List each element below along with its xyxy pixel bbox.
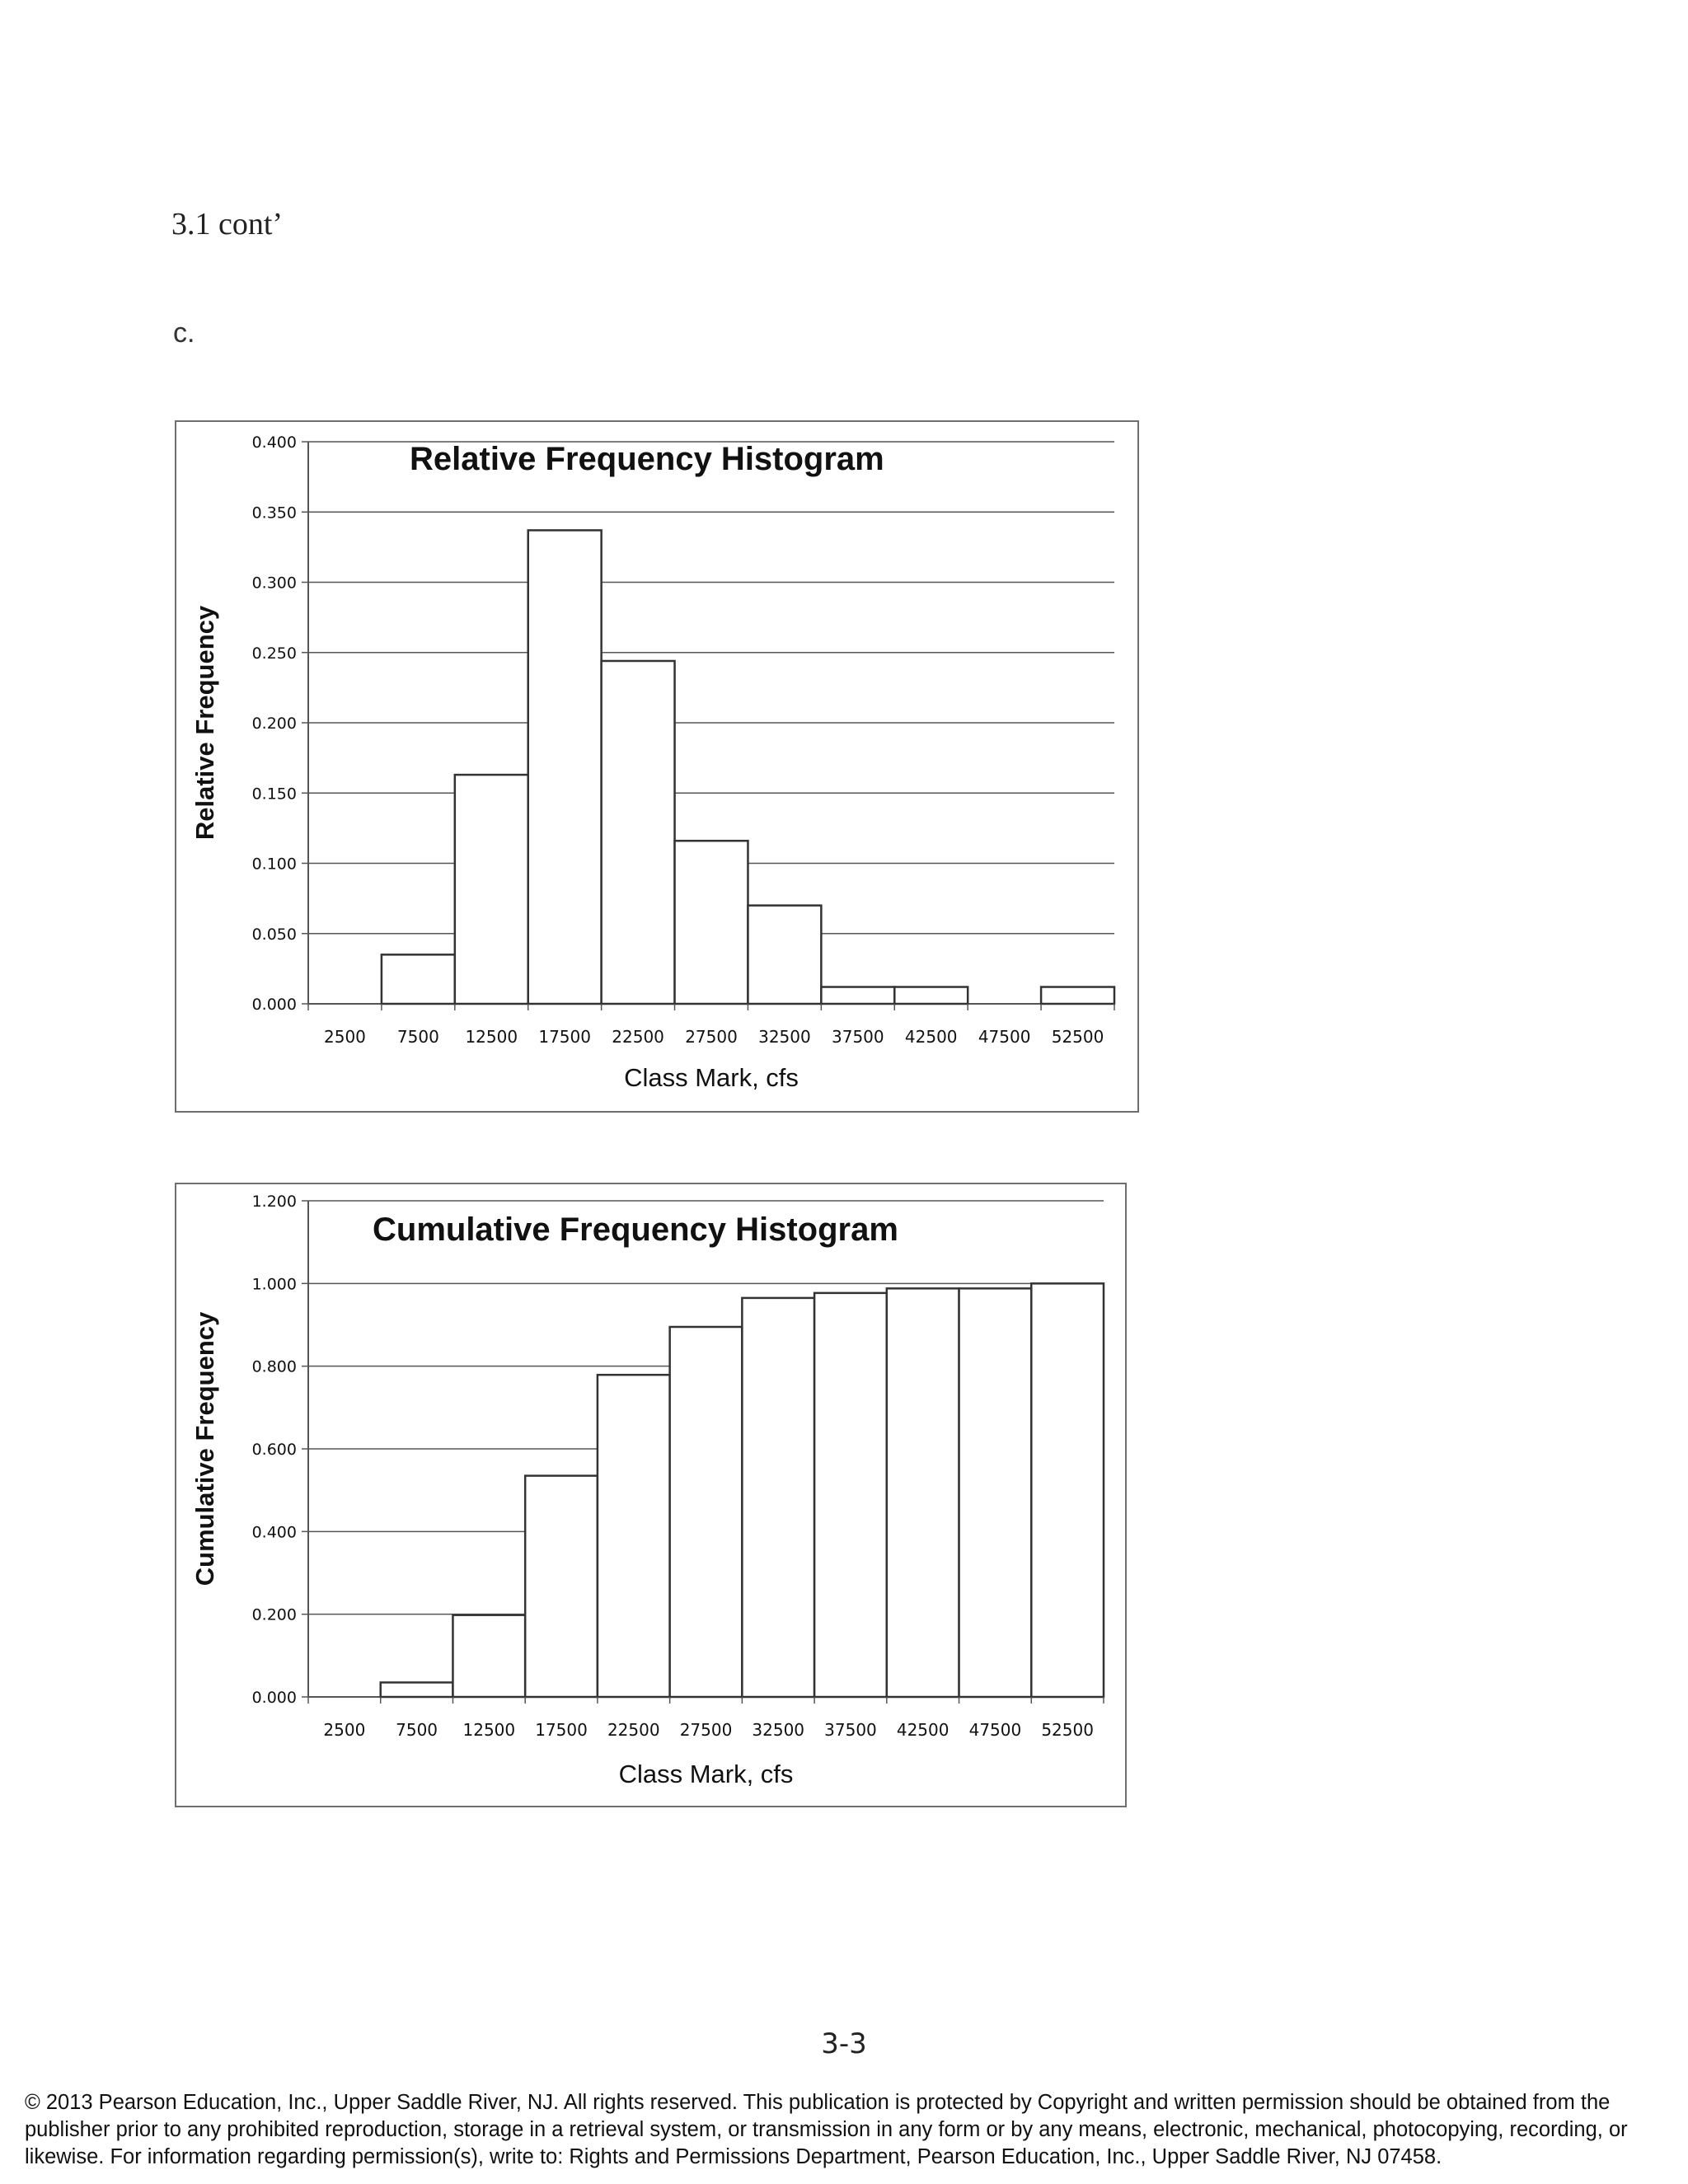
relative-frequency-chart-svg: 0.000 0.050 0.100 0.150 0.200 0.250 0.300 0.350…	[190, 434, 1116, 1092]
rel-bar-32500	[747, 904, 823, 1005]
cum-ytick-label: 0.200	[252, 1606, 297, 1624]
cum-ytick-label: 0.000	[252, 1689, 297, 1707]
rel-xtick-label: 17500	[538, 1027, 591, 1047]
cum-bar-42500	[885, 1287, 960, 1699]
rel-ytick-label: 0.300	[252, 574, 297, 593]
rel-xtick-label: 47500	[978, 1027, 1031, 1047]
rel-bar-42500	[893, 986, 969, 1005]
page-number: 3-3	[821, 2027, 867, 2060]
rel-ytick-label: 0.050	[252, 926, 297, 944]
cum-bar-27500	[668, 1325, 743, 1699]
rel-title: Relative Frequency Histogram	[410, 441, 884, 477]
cum-xtick-label: 2500	[323, 1720, 365, 1740]
cum-title: Cumulative Frequency Histogram	[373, 1212, 898, 1248]
cum-bar-32500	[741, 1296, 816, 1699]
rel-xtick-label: 22500	[612, 1027, 664, 1047]
cum-xtick-label: 32500	[752, 1720, 804, 1740]
rel-ytick-label: 0.100	[252, 855, 297, 874]
rel-bar-17500	[527, 529, 603, 1005]
cum-ytick-label: 1.000	[252, 1275, 297, 1293]
rel-xtick-label: 2500	[324, 1027, 366, 1047]
rel-ytick-label: 0.000	[252, 996, 297, 1014]
rel-xtick-label: 42500	[905, 1027, 958, 1047]
rel-bar-52500	[1039, 986, 1116, 1005]
cum-xtick-label: 42500	[897, 1720, 950, 1740]
cum-ytick-label: 1.200	[252, 1193, 297, 1211]
rel-ytick-label: 0.350	[252, 504, 297, 522]
copyright-notice: © 2013 Pearson Education, Inc., Upper Sa…	[25, 2091, 1628, 2168]
cum-ytick-label: 0.600	[252, 1441, 297, 1459]
cum-ytick-label: 0.800	[252, 1358, 297, 1376]
cum-xtick-label: 17500	[535, 1720, 588, 1740]
cumulative-frequency-chart-svg: 0.000 0.200 0.400 0.600 0.800 1.000 1.200 2500 7…	[190, 1193, 1105, 1788]
rel-bar-22500	[600, 659, 676, 1005]
rel-ytick-label: 0.400	[252, 434, 297, 452]
cum-bar-7500	[379, 1681, 454, 1699]
cum-x-axis-label: Class Mark, cfs	[619, 1760, 794, 1788]
cum-xtick-label: 37500	[824, 1720, 877, 1740]
cum-xtick-label: 7500	[396, 1720, 438, 1740]
cum-xtick-label: 47500	[969, 1720, 1022, 1740]
rel-xtick-label: 27500	[685, 1027, 738, 1047]
rel-bar-7500	[380, 954, 457, 1005]
rel-xtick-label: 12500	[465, 1027, 518, 1047]
cum-xtick-label: 22500	[607, 1720, 660, 1740]
cum-xtick-label: 27500	[680, 1720, 733, 1740]
rel-ytick-label: 0.200	[252, 715, 297, 733]
cum-bar-52500	[1030, 1282, 1105, 1699]
rel-bar-37500	[820, 986, 896, 1005]
rel-ytick-label: 0.150	[252, 785, 297, 803]
rel-x-axis-label: Class Mark, cfs	[624, 1063, 799, 1092]
cum-bar-22500	[596, 1373, 671, 1699]
cum-bar-12500	[452, 1614, 527, 1699]
cum-y-axis-label: Cumulative Frequency	[190, 1311, 219, 1586]
part-label: c.	[173, 317, 195, 349]
rel-xtick-label: 7500	[397, 1027, 439, 1047]
rel-y-axis-label: Relative Frequency	[190, 605, 219, 840]
cum-bar-17500	[523, 1474, 599, 1699]
rel-bar-12500	[453, 773, 529, 1005]
relative-frequency-histogram: 0.000 0.050 0.100 0.150 0.200 0.250 0.300 0.350…	[175, 420, 1139, 1113]
cum-bar-47500	[958, 1287, 1033, 1699]
cum-xtick-label: 52500	[1041, 1720, 1094, 1740]
rel-xtick-label: 32500	[758, 1027, 811, 1047]
cum-xtick-label: 12500	[463, 1720, 516, 1740]
cum-ytick-label: 0.400	[252, 1523, 297, 1541]
section-heading: 3.1 cont’	[171, 207, 284, 241]
rel-bar-27500	[673, 839, 749, 1005]
cumulative-frequency-histogram: 0.000 0.200 0.400 0.600 0.800 1.000 1.200 2500 7…	[175, 1183, 1127, 1807]
cum-bar-37500	[813, 1291, 889, 1699]
rel-ytick-label: 0.250	[252, 644, 297, 663]
rel-xtick-label: 52500	[1052, 1027, 1104, 1047]
rel-xtick-label: 37500	[832, 1027, 884, 1047]
